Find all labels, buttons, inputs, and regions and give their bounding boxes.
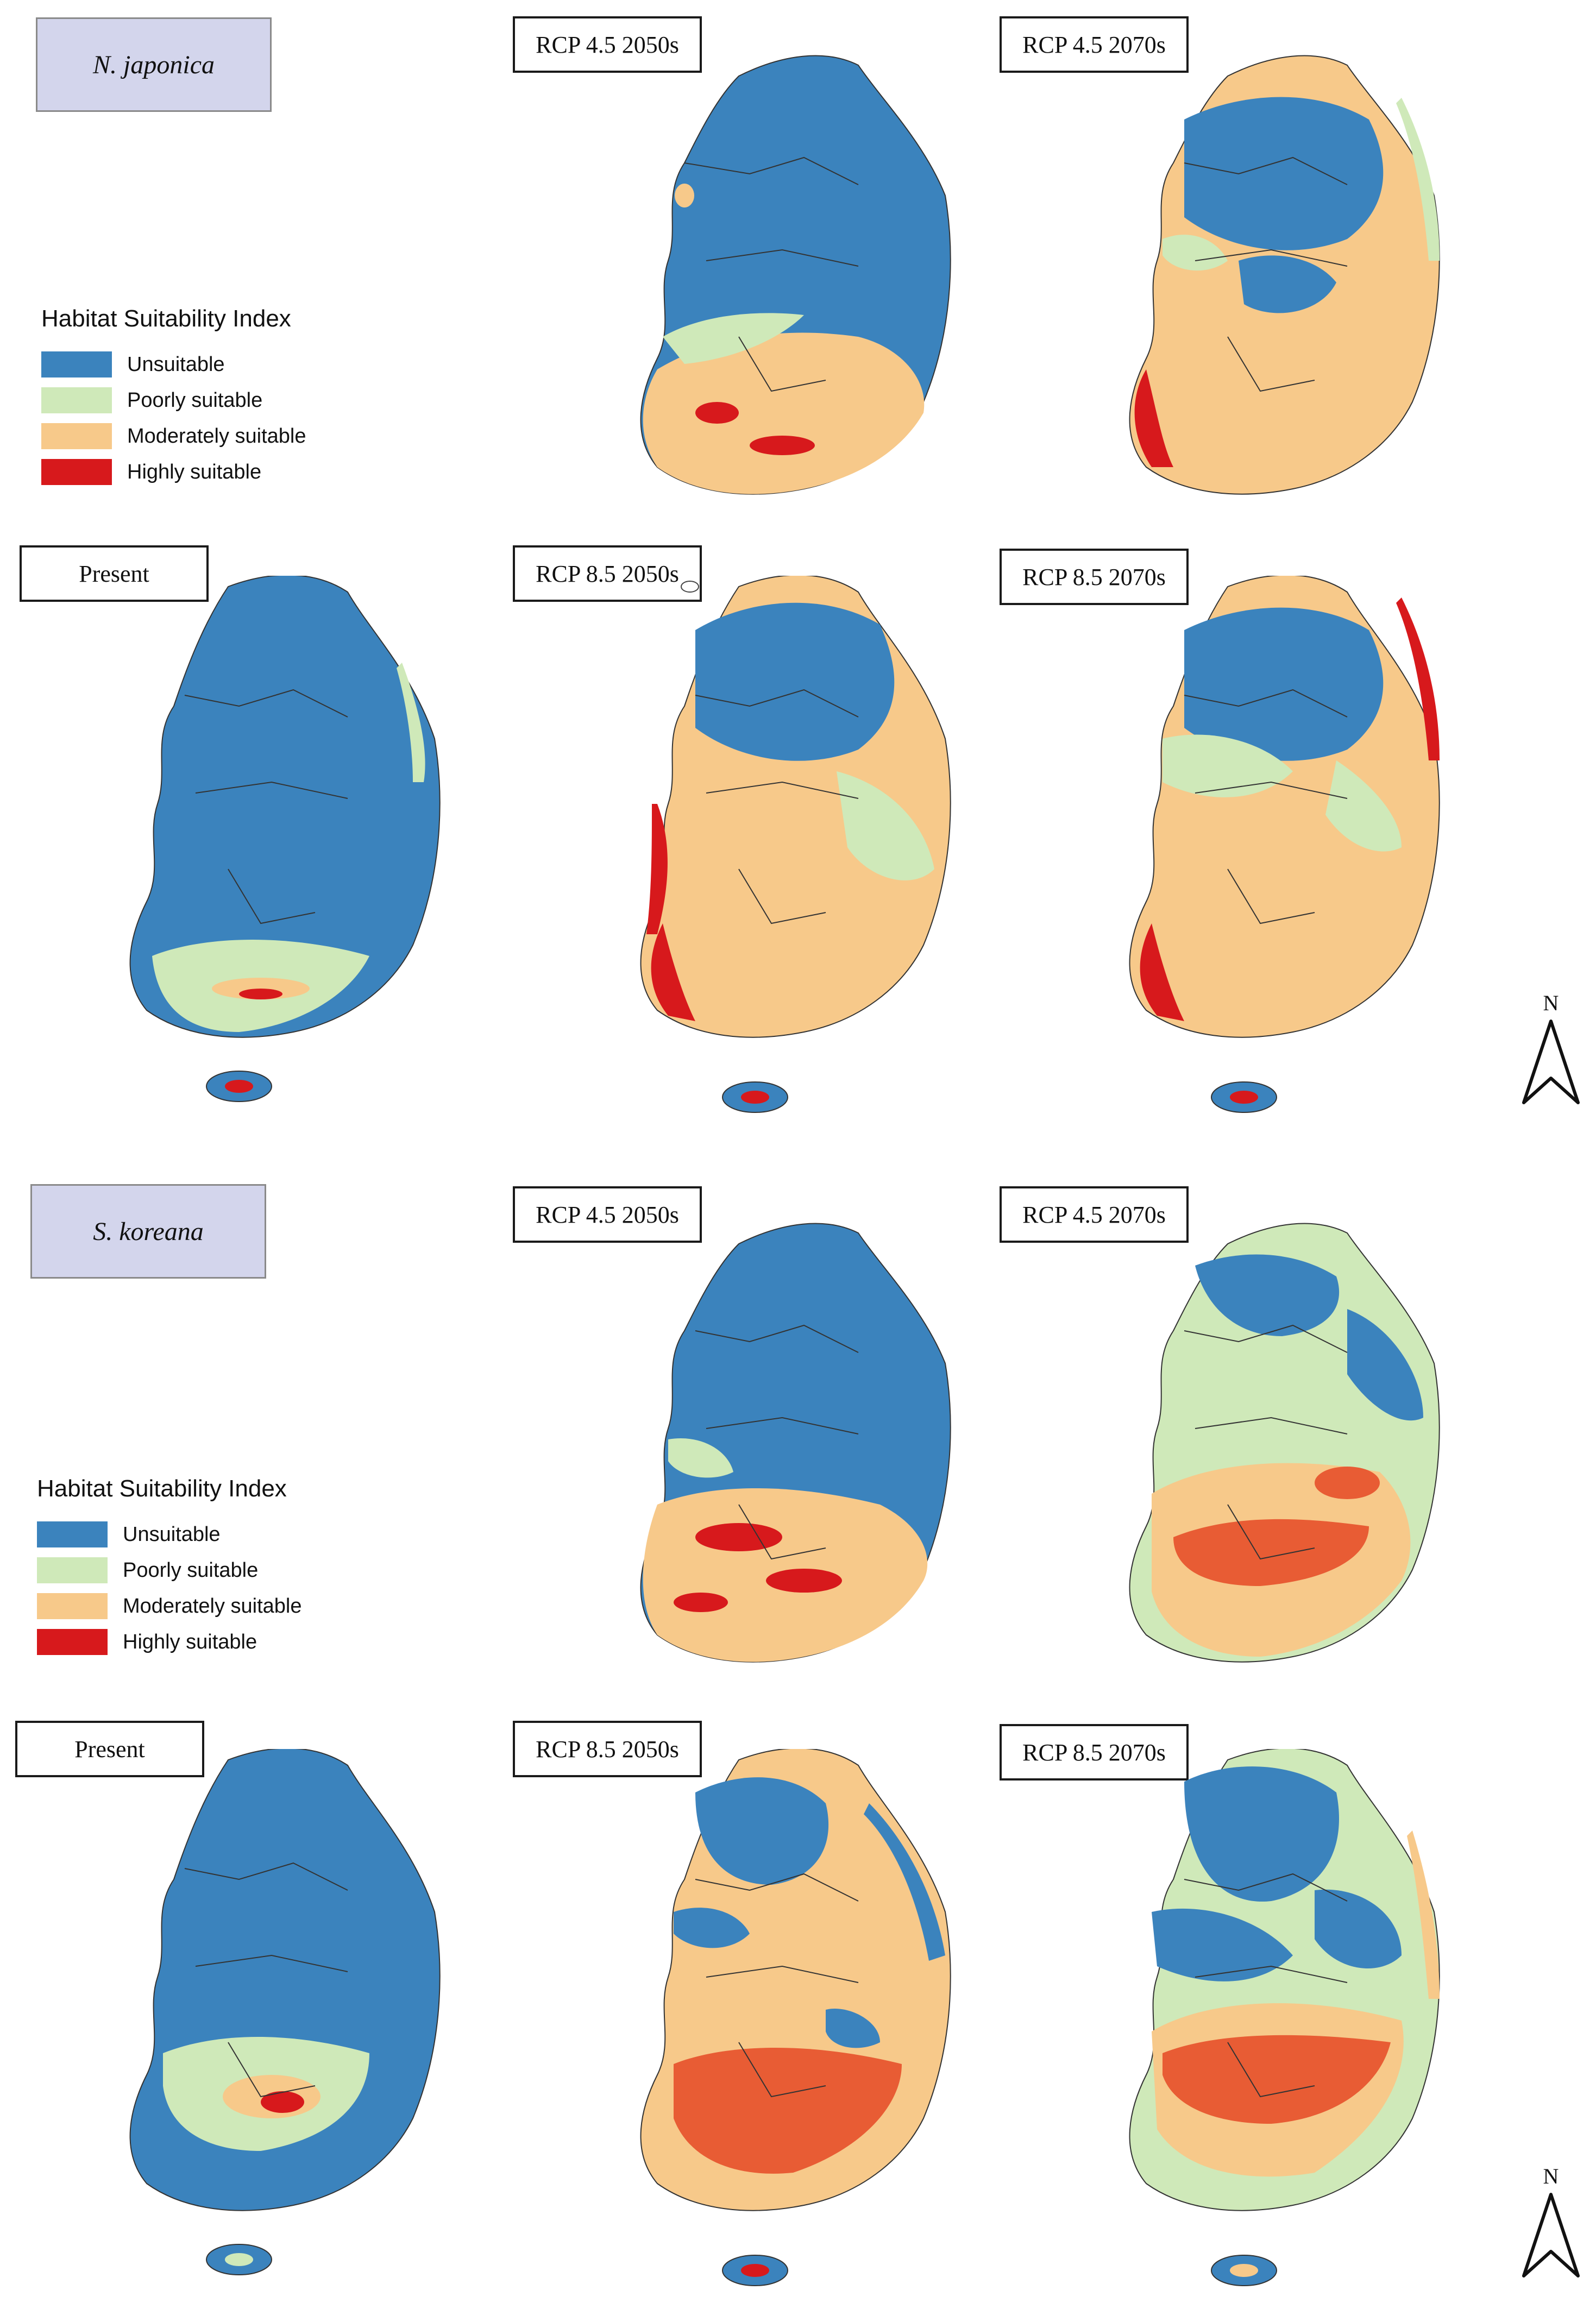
legend-label: Highly suitable: [127, 460, 262, 483]
panel-label-present: Present: [20, 545, 209, 602]
legend-item-highly-suitable: Highly suitable: [41, 454, 306, 490]
panel-label-rcp45-2070s: RCP 4.5 2070s: [1000, 1186, 1189, 1243]
legend-label: Highly suitable: [123, 1630, 257, 1653]
map-n-japonica-rcp45-2050s: [640, 55, 951, 495]
legend-title: Habitat Suitability Index: [37, 1475, 287, 1502]
species-label: S. koreana: [30, 1184, 266, 1279]
map-s-koreana-rcp45-2070s: [1129, 1223, 1440, 1663]
legend-swatch: [37, 1629, 108, 1655]
map-n-japonica-rcp45-2070s: [1129, 55, 1440, 495]
legend-swatch: [41, 459, 112, 485]
legend-label: Moderately suitable: [123, 1594, 302, 1618]
map-s-koreana-rcp85-2050s: [640, 1749, 951, 2286]
legend-swatch: [37, 1557, 108, 1583]
map-s-koreana-rcp45-2050s: [640, 1223, 951, 1663]
legend-swatch: [41, 423, 112, 449]
north-arrow-icon: N: [1522, 2164, 1580, 2277]
panel-label-rcp85-2050s: RCP 8.5 2050s: [513, 545, 702, 602]
legend-swatch: [41, 351, 112, 378]
legend: Habitat Suitability Index Unsuitable Poo…: [41, 305, 306, 490]
panel-label-rcp85-2050s: RCP 8.5 2050s: [513, 1721, 702, 1777]
legend-swatch: [37, 1521, 108, 1547]
legend-label: Poorly suitable: [127, 388, 263, 412]
panel-label-rcp45-2070s: RCP 4.5 2070s: [1000, 16, 1189, 73]
species-label: N. japonica: [36, 17, 272, 112]
legend-label: Moderately suitable: [127, 424, 306, 448]
panel-label-present: Present: [15, 1721, 204, 1777]
map-n-japonica-present: [129, 576, 441, 1102]
panel-label-rcp45-2050s: RCP 4.5 2050s: [513, 1186, 702, 1243]
legend-item-poorly-suitable: Poorly suitable: [37, 1552, 302, 1588]
legend-item-moderately-suitable: Moderately suitable: [37, 1588, 302, 1624]
legend: Habitat Suitability Index Unsuitable Poo…: [37, 1475, 302, 1660]
legend-item-unsuitable: Unsuitable: [37, 1517, 302, 1552]
legend-item-unsuitable: Unsuitable: [41, 347, 306, 382]
legend-item-moderately-suitable: Moderately suitable: [41, 418, 306, 454]
panel-label-rcp85-2070s: RCP 8.5 2070s: [1000, 1724, 1189, 1780]
north-arrow-icon: N: [1522, 991, 1580, 1104]
panel-label-rcp45-2050s: RCP 4.5 2050s: [513, 16, 702, 73]
map-s-koreana-present: [129, 1749, 441, 2275]
legend-label: Poorly suitable: [123, 1558, 259, 1582]
panel-label-rcp85-2070s: RCP 8.5 2070s: [1000, 549, 1189, 605]
legend-swatch: [37, 1593, 108, 1619]
legend-item-highly-suitable: Highly suitable: [37, 1624, 302, 1660]
north-label: N: [1543, 991, 1559, 1015]
north-label: N: [1543, 2164, 1559, 2188]
legend-swatch: [41, 387, 112, 413]
map-n-japonica-rcp85-2070s: [1129, 576, 1440, 1113]
map-s-koreana-rcp85-2070s: [1129, 1749, 1440, 2286]
legend-label: Unsuitable: [123, 1522, 221, 1546]
legend-item-poorly-suitable: Poorly suitable: [41, 382, 306, 418]
map-n-japonica-rcp85-2050s: [640, 576, 951, 1113]
legend-title: Habitat Suitability Index: [41, 305, 291, 332]
legend-label: Unsuitable: [127, 353, 225, 376]
